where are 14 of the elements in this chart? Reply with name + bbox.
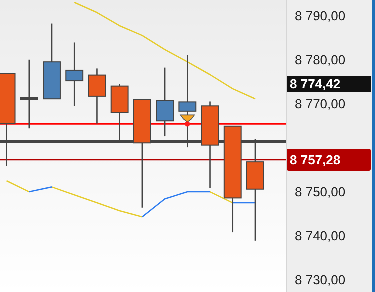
candlestick [66,42,84,107]
y-tick-label: 8 740,00 [295,228,346,244]
y-tick-label: 8 730,00 [295,272,346,288]
text: 8 774,42 [290,76,341,92]
line-series [74,2,256,100]
y-tick-label: 8 790,00 [295,8,346,24]
candlestick [156,67,174,138]
y-tick-label: 8 770,00 [295,96,346,112]
line-series [51,186,144,218]
candlestick [20,59,38,130]
y-tick-label: 8 780,00 [295,52,346,68]
y-tick-label: 8 750,00 [295,184,346,200]
candlestick [88,68,106,124]
ref-line-label: 8 757,28 [290,152,341,168]
